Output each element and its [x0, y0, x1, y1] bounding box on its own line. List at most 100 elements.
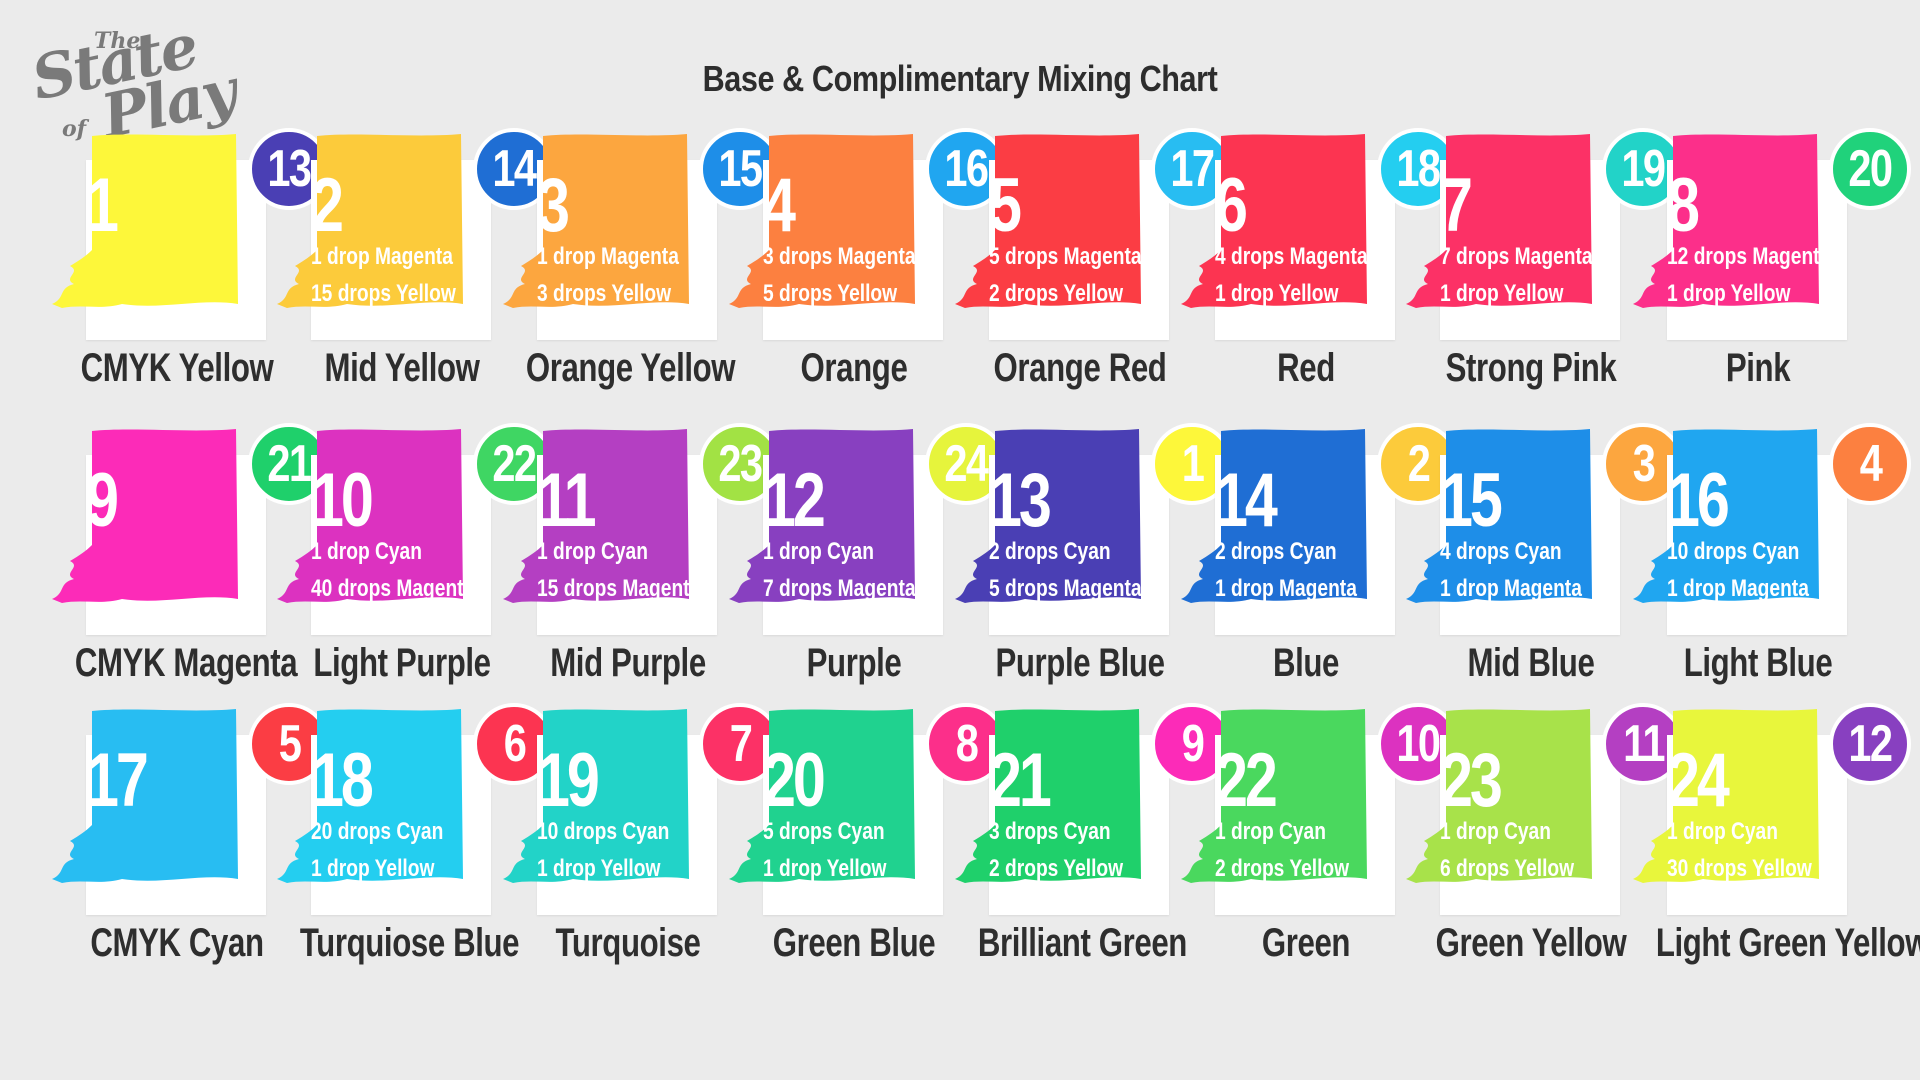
complementary-number: 3 — [1632, 435, 1655, 493]
complementary-number: 24 — [944, 435, 989, 493]
complementary-number: 12 — [1848, 715, 1893, 773]
color-swatch-card: 7 7 drops Magenta 1 drop Yellow 19 Stron… — [1406, 128, 1684, 408]
recipe-line-2: 2 drops Yellow — [1215, 855, 1350, 882]
color-number: 12 — [763, 458, 826, 543]
color-number: 23 — [1440, 738, 1503, 823]
paint-stroke-swatch — [52, 709, 238, 883]
color-number: 17 — [86, 738, 149, 823]
complementary-number: 4 — [1859, 435, 1882, 493]
color-swatch-card: 9 21 CMYK Magenta — [52, 423, 330, 703]
color-name-label: Strong Pink — [1445, 346, 1617, 390]
color-number: 16 — [1667, 458, 1730, 543]
color-number: 18 — [311, 738, 374, 823]
mixing-recipe: 5 drops Cyan 1 drop Yellow — [763, 813, 923, 887]
mixing-recipe: 10 drops Cyan 1 drop Yellow — [537, 813, 697, 887]
complementary-number: 13 — [267, 140, 312, 198]
paint-stroke-swatch — [729, 429, 915, 603]
paint-stroke-swatch — [729, 134, 915, 308]
paint-stroke-shape — [1633, 709, 1819, 883]
complementary-number: 14 — [492, 140, 537, 198]
color-number: 13 — [989, 458, 1052, 543]
recipe-line-2: 2 drops Yellow — [989, 855, 1124, 882]
complementary-number: 22 — [492, 435, 537, 493]
recipe-line-1: 10 drops Cyan — [537, 818, 670, 845]
mixing-recipe: 1 drop Magenta 15 drops Yellow — [311, 238, 471, 312]
complementary-number: 20 — [1848, 140, 1893, 198]
logo-text-the: The — [94, 28, 141, 54]
color-number: 4 — [763, 163, 796, 248]
color-swatch-card: 20 5 drops Cyan 1 drop Yellow 8 Green Bl… — [729, 703, 1007, 983]
color-name-label: Turquoise — [555, 921, 701, 965]
recipe-line-2: 1 drop Magenta — [1215, 575, 1357, 602]
recipe-line-1: 1 drop Cyan — [1440, 818, 1551, 845]
paint-stroke-swatch — [955, 134, 1141, 308]
color-name-label: Mid Yellow — [324, 346, 480, 390]
color-swatch-card: 12 1 drop Cyan 7 drops Magenta 24 Purple — [729, 423, 1007, 703]
paint-stroke-shape — [277, 429, 463, 603]
color-swatch-card: 21 3 drops Cyan 2 drops Yellow 9 Brillia… — [955, 703, 1233, 983]
paint-stroke-shape — [1633, 134, 1819, 308]
color-name-label: Red — [1277, 346, 1335, 390]
recipe-line-2: 15 drops Magenta — [537, 575, 701, 602]
color-name-label: Light Purple — [313, 641, 491, 685]
recipe-line-2: 7 drops Magenta — [763, 575, 916, 602]
paint-stroke-shape — [503, 429, 689, 603]
recipe-line-1: 4 drops Cyan — [1440, 538, 1562, 565]
recipe-line-1: 1 drop Cyan — [311, 538, 422, 565]
color-name-label: Pink — [1725, 346, 1791, 390]
color-name-label: Purple Blue — [995, 641, 1165, 685]
recipe-line-2: 1 drop Yellow — [763, 855, 887, 882]
recipe-line-2: 5 drops Magenta — [989, 575, 1142, 602]
color-swatch-card: 5 5 drops Magenta 2 drops Yellow 17 Oran… — [955, 128, 1233, 408]
complementary-number: 11 — [1622, 715, 1665, 773]
color-name-label: Purple — [806, 641, 902, 685]
complementary-number: 2 — [1407, 435, 1430, 493]
paint-stroke-shape — [1406, 709, 1592, 883]
paint-stroke-shape — [955, 134, 1141, 308]
mixing-recipe: 1 drop Cyan 7 drops Magenta — [763, 533, 923, 607]
complementary-number-badge: 17 — [1151, 128, 1233, 210]
recipe-line-1: 1 drop Magenta — [311, 243, 453, 270]
paint-stroke-shape — [955, 709, 1141, 883]
paint-stroke-shape — [52, 429, 238, 603]
paint-stroke-shape — [1181, 709, 1367, 883]
color-name-label: CMYK Cyan — [90, 921, 264, 965]
color-name-label: Green Blue — [772, 921, 936, 965]
mixing-recipe: 2 drops Cyan 5 drops Magenta — [989, 533, 1149, 607]
complementary-number: 10 — [1396, 715, 1441, 773]
complementary-number: 1 — [1181, 435, 1204, 493]
complementary-number: 9 — [1181, 715, 1204, 773]
recipe-line-1: 10 drops Cyan — [1667, 538, 1800, 565]
paint-stroke-shape — [277, 709, 463, 883]
color-number: 5 — [989, 163, 1022, 248]
mixing-recipe: 1 drop Magenta 3 drops Yellow — [537, 238, 697, 312]
recipe-line-1: 4 drops Magenta — [1215, 243, 1368, 270]
color-swatch-card: 17 5 CMYK Cyan — [52, 703, 330, 983]
paint-stroke-swatch — [1633, 429, 1819, 603]
recipe-line-2: 1 drop Yellow — [1440, 280, 1564, 307]
color-name-label: Orange Yellow — [525, 346, 736, 390]
color-number: 15 — [1440, 458, 1503, 543]
color-number: 7 — [1440, 163, 1473, 248]
complementary-number-badge: 11 — [1602, 703, 1684, 785]
color-number: 10 — [311, 458, 374, 543]
recipe-line-1: 3 drops Magenta — [763, 243, 916, 270]
mixing-recipe: 1 drop Cyan 2 drops Yellow — [1215, 813, 1375, 887]
paint-stroke-swatch — [52, 134, 238, 308]
color-number: 2 — [311, 163, 344, 248]
complementary-number: 16 — [944, 140, 989, 198]
color-number: 3 — [537, 163, 570, 248]
color-number: 21 — [989, 738, 1052, 823]
recipe-line-1: 20 drops Cyan — [311, 818, 444, 845]
color-name-label: CMYK Yellow — [80, 346, 274, 390]
color-swatch-card: 6 4 drops Magenta 1 drop Yellow 18 Red — [1181, 128, 1459, 408]
recipe-line-1: 7 drops Magenta — [1440, 243, 1593, 270]
complementary-number-badge: 4 — [1829, 423, 1911, 505]
recipe-line-1: 3 drops Cyan — [989, 818, 1111, 845]
complementary-number: 15 — [718, 140, 763, 198]
mixing-recipe: 3 drops Magenta 5 drops Yellow — [763, 238, 923, 312]
recipe-line-2: 6 drops Yellow — [1440, 855, 1575, 882]
paint-stroke-shape — [52, 134, 238, 308]
complementary-number: 6 — [503, 715, 526, 773]
